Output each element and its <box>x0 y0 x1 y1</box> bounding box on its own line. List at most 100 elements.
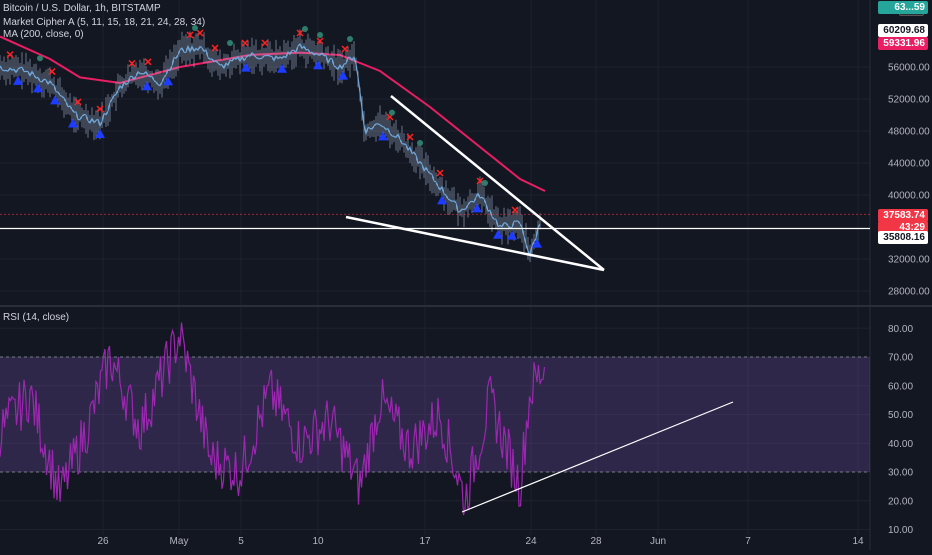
sell-signal-cross <box>511 206 519 214</box>
buy-signal-triangle <box>68 118 78 128</box>
rsi-tick-label: 50.00 <box>888 410 913 421</box>
sell-signal-cross <box>144 58 152 66</box>
rsi-tick-label: 80.00 <box>888 324 913 335</box>
cross-stroke <box>48 68 56 76</box>
buy-signal-triangle <box>277 63 287 73</box>
price-tick-label: 56000.00 <box>888 63 930 74</box>
price-badge: 43:29 <box>878 221 928 234</box>
sell-signal-cross <box>96 105 104 113</box>
sell-signal-cross <box>241 39 249 47</box>
cipher-dot <box>227 40 233 46</box>
cross-stroke <box>436 169 444 177</box>
ma-legend[interactable]: MA (200, close, 0) <box>3 29 84 40</box>
cross-stroke <box>241 39 249 47</box>
price-badge: 63...59 <box>878 1 928 14</box>
price-tick-label: 28000.00 <box>888 287 930 298</box>
sell-signal-cross <box>436 169 444 177</box>
pattern-lines <box>0 95 870 272</box>
rsi-line <box>0 322 546 516</box>
buy-signal-triangle <box>142 81 152 91</box>
cross-stroke <box>96 105 104 113</box>
buy-signal-triangle <box>313 60 323 70</box>
cross-stroke <box>6 51 14 59</box>
price-axis: 56000.00 52000.00 48000.00 44000.00 40000.00… <box>97 63 930 548</box>
cross-stroke <box>211 44 219 52</box>
rsi-trendline <box>461 401 734 513</box>
cross-stroke <box>476 177 484 185</box>
rsi-tick-label: 70.00 <box>888 353 913 364</box>
sell-signal-cross <box>6 51 14 59</box>
buy-signal-triangle <box>437 195 447 205</box>
buy-signal-triangle <box>532 238 542 248</box>
date-tick-label: 26 <box>97 536 109 547</box>
price-tick-label: 52000.00 <box>888 95 930 106</box>
sell-signal-cross <box>74 98 82 106</box>
cipher-dot <box>417 140 423 146</box>
cross-stroke <box>128 59 136 67</box>
cross-stroke <box>196 29 204 37</box>
sell-signal-cross <box>211 44 219 52</box>
sell-signal-cross <box>341 45 349 53</box>
buy-signal-triangle <box>50 95 60 105</box>
cross-stroke <box>144 58 152 66</box>
date-tick-label: 28 <box>590 536 602 547</box>
rsi-tick-label: 60.00 <box>888 381 913 392</box>
sell-signal-cross <box>186 31 194 39</box>
price-badge: 60209.68 <box>878 24 928 37</box>
cipher-dot <box>192 25 198 31</box>
buy-signal-triangle <box>33 83 43 93</box>
rsi-band-fill <box>0 357 870 472</box>
price-tick-label: 48000.00 <box>888 127 930 138</box>
cipher-dot <box>482 180 488 186</box>
rsi-band <box>0 356 870 473</box>
date-tick-label: 24 <box>525 536 537 547</box>
indicator-legend[interactable]: Market Cipher A (5, 11, 15, 18, 21, 24, … <box>3 17 206 28</box>
buy-signal-triangle <box>163 76 173 86</box>
price-tick-label: 32000.00 <box>888 255 930 266</box>
price-badge: 37583.74 <box>878 209 928 222</box>
cross-stroke <box>511 206 519 214</box>
price-badge: 35808.16 <box>878 231 928 244</box>
rsi-tick-label: 30.00 <box>888 468 913 479</box>
date-tick-label: Jun <box>650 536 666 547</box>
cipher-dot <box>389 109 395 116</box>
rsi-tick-label: 20.00 <box>888 496 913 507</box>
cipher-dot <box>347 36 353 42</box>
cross-stroke <box>316 37 324 45</box>
price-line <box>0 42 541 258</box>
price-badge: 59331.96 <box>878 37 928 50</box>
buy-signal-triangle <box>472 203 482 213</box>
price-layer <box>0 29 541 262</box>
buy-signal-triangle <box>95 129 105 138</box>
date-tick-label: 14 <box>852 536 864 547</box>
rsi-tick-label: 40.00 <box>888 439 913 450</box>
buy-signal-triangle <box>378 131 388 141</box>
sell-signal-cross <box>48 68 56 76</box>
date-tick-label: 10 <box>312 536 324 547</box>
cipher-dot <box>317 32 323 38</box>
cross-stroke <box>341 45 349 53</box>
buy-signal-triangle <box>241 62 251 72</box>
sell-signal-cross <box>406 133 414 141</box>
buy-signal-triangle <box>13 75 23 85</box>
sell-signal-cross <box>316 37 324 45</box>
cross-stroke <box>74 98 82 106</box>
cipher-dot <box>302 26 308 32</box>
wedge-lower-line <box>345 215 605 272</box>
rsi-tick-label: 10.00 <box>888 525 913 536</box>
symbol-legend[interactable]: Bitcoin / U.S. Dollar, 1h, BITSTAMP <box>3 3 161 14</box>
cross-stroke <box>406 133 414 141</box>
cross-stroke <box>186 31 194 39</box>
price-tick-label: 40000.00 <box>888 191 930 202</box>
wedge-upper-line <box>390 95 605 271</box>
buy-signal-triangle <box>507 230 517 240</box>
rsi-legend[interactable]: RSI (14, close) <box>3 312 70 323</box>
sell-signal-cross <box>261 39 269 47</box>
sell-signal-cross <box>196 29 204 37</box>
signals-layer <box>6 25 542 248</box>
buy-signal-triangle <box>493 229 503 239</box>
price-tick-label: 44000.00 <box>888 159 930 170</box>
date-tick-label: 5 <box>238 536 244 547</box>
